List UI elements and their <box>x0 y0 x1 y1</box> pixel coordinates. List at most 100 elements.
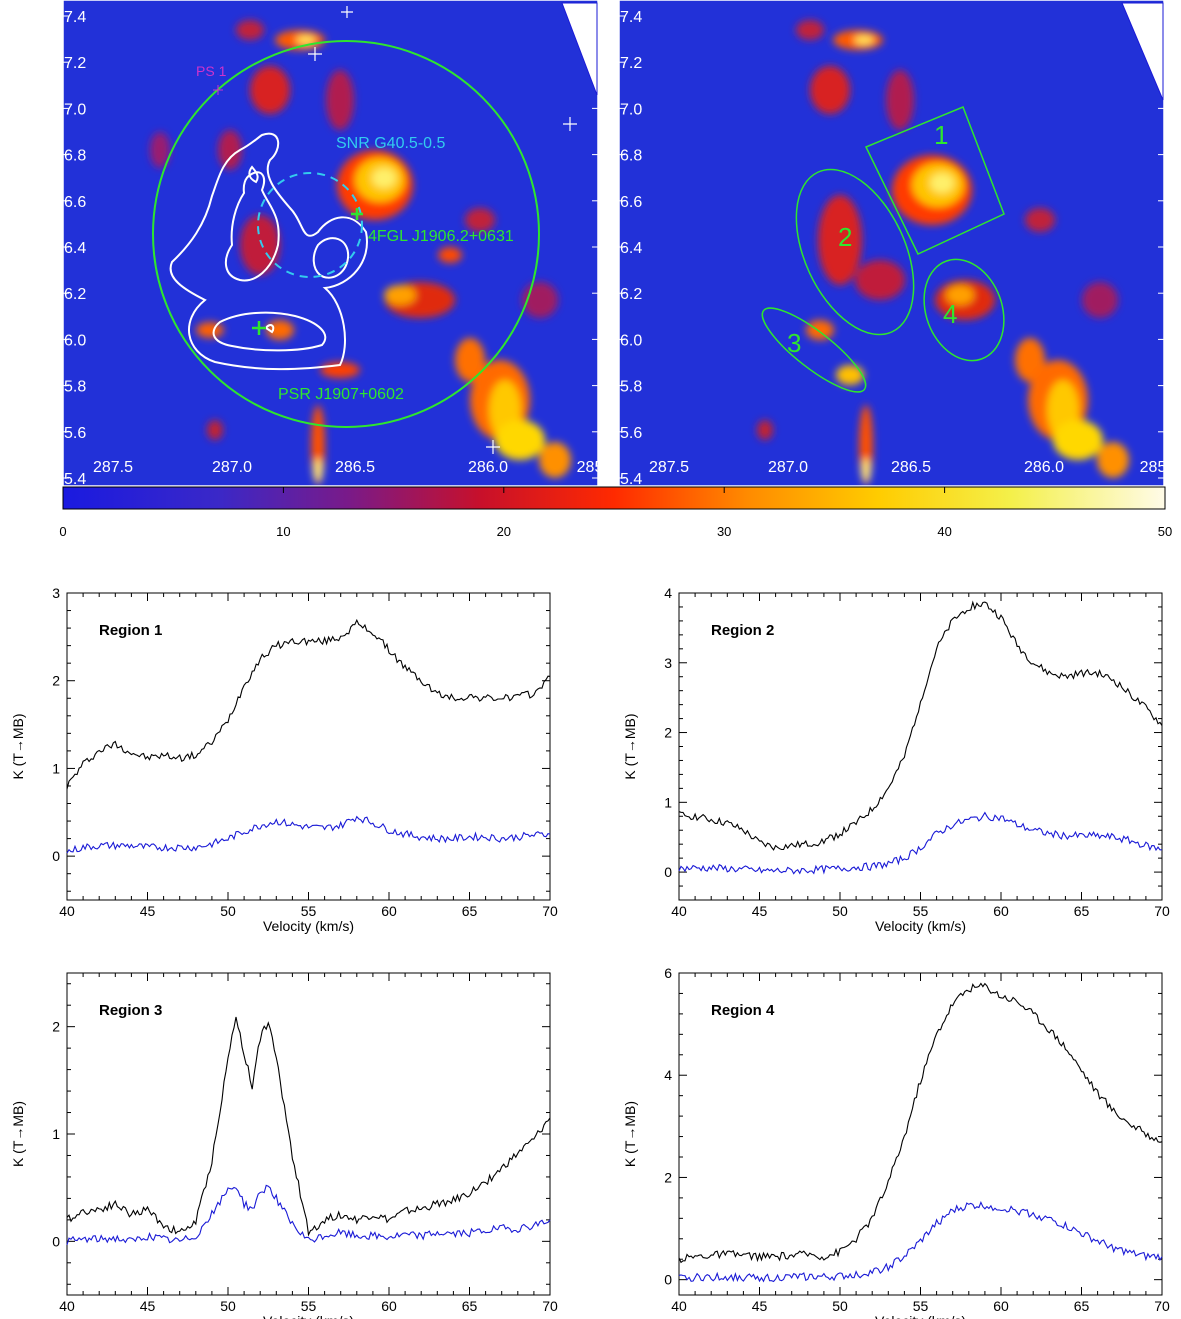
x-tick-label: 40 <box>59 903 75 919</box>
region-4-label: 4 <box>943 299 957 329</box>
left-map-y-tick-label: 7.2 <box>64 55 86 72</box>
y-tick-label: 0 <box>664 1272 672 1288</box>
region-3-label: 3 <box>787 328 801 358</box>
left-map-y-tick-label: 5.8 <box>64 379 86 396</box>
y-tick-label: 2 <box>52 673 60 689</box>
x-tick-label: 70 <box>1154 903 1170 919</box>
ps1-cross <box>213 85 223 95</box>
spectrum-line-series-1 <box>66 1016 551 1237</box>
x-tick-label: 55 <box>913 903 929 919</box>
y-tick-label: 6 <box>664 965 672 981</box>
plot-frame <box>66 592 551 901</box>
right-map-panel: 7.47.27.06.86.66.46.26.05.85.65.4 287.5 2… <box>618 0 1166 488</box>
left-map-panel: 7.47.27.06.86.66.46.26.05.85.65.4 287.5 2… <box>62 0 603 488</box>
x-tick-label: 65 <box>1074 903 1090 919</box>
left-map-y-tick-label: 7.4 <box>64 9 86 26</box>
x-tick-label: 70 <box>542 903 558 919</box>
y-tick-label: 0 <box>664 864 672 880</box>
colorbar-ticks: 0 10 20 30 40 50 <box>59 487 1172 539</box>
spectrum-line-series-2 <box>678 1201 1163 1283</box>
right-map-y-tick-label: 6.0 <box>620 332 642 349</box>
white-cross-2 <box>308 47 322 61</box>
x-tick-label: 50 <box>220 903 236 919</box>
x-tick-label: 50 <box>832 903 848 919</box>
left-map-x-tick-label: 286.0 <box>468 459 508 476</box>
white-cross-3 <box>563 117 577 131</box>
x-tick-label: 50 <box>832 1298 848 1314</box>
left-map-y-tick-label: 6.6 <box>64 194 86 211</box>
left-map-y-tick-label: 7.0 <box>64 101 86 118</box>
y-axis-label: K (T→MB) <box>622 1101 638 1167</box>
panel-title: Region 2 <box>711 622 774 639</box>
right-map-x-ticks: 287.5 287.0 286.5 286.0 285 <box>649 459 1166 476</box>
spectrum-line-series-2 <box>66 815 551 854</box>
y-axis-label: K (T→MB) <box>10 713 26 779</box>
x-axis-label: Velocity (km/s) <box>875 918 966 934</box>
spectrum-line-series-2 <box>66 1184 551 1245</box>
right-map-y-tick-label: 7.2 <box>620 55 642 72</box>
left-map-y-ticks: 7.4 7.2 7.0 6.8 6.6 6.4 6.2 6.0 5.8 5.6 5.4 <box>63 9 598 488</box>
region-2-ellipse <box>795 168 915 336</box>
x-axis-label: Velocity (km/s) <box>263 1313 354 1319</box>
left-map-x-ticks: 287.5 287.0 286.5 286.0 285 <box>93 459 603 476</box>
right-map-y-tick-label: 7.0 <box>620 101 642 118</box>
x-tick-label: 65 <box>462 1298 478 1314</box>
spectrum-panel-region-4: 40 45 50 55 60 65 70 0 2 4 6 Velocity (km/s) K (T→MB… <box>622 965 1170 1319</box>
x-tick-label: 60 <box>381 903 397 919</box>
left-map-y-tick-label: 5.4 <box>64 471 86 488</box>
large-green-circle <box>152 40 540 428</box>
x-tick-label: 55 <box>913 1298 929 1314</box>
x-tick-label: 45 <box>752 903 768 919</box>
x-axis-label: Velocity (km/s) <box>263 918 354 934</box>
y-axis-label: K (T→MB) <box>10 1101 26 1167</box>
right-map-y-ticks: 7.4 7.2 7.0 6.8 6.6 6.4 6.2 6.0 5.8 5.6 5.4 <box>619 9 1164 488</box>
x-tick-label: 60 <box>993 1298 1009 1314</box>
x-tick-label: 70 <box>1154 1298 1170 1314</box>
left-map-x-tick-label: 287.0 <box>212 459 252 476</box>
panel-title: Region 3 <box>99 1002 162 1019</box>
x-tick-label: 65 <box>462 903 478 919</box>
y-tick-label: 2 <box>664 725 672 741</box>
right-map-no-data-corner <box>1121 2 1164 101</box>
colorbar-tick-label: 0 <box>59 524 66 539</box>
left-map-y-tick-label: 6.2 <box>64 286 86 303</box>
left-map-x-tick-label: 285 <box>577 459 604 476</box>
y-axis-label: K (T→MB) <box>622 713 638 779</box>
y-tick-label: 4 <box>664 1067 672 1083</box>
spectrum-line-series-1 <box>678 600 1163 851</box>
right-map-y-tick-label: 5.4 <box>620 471 642 488</box>
panel-title: Region 1 <box>99 622 162 639</box>
plot-frame <box>678 972 1163 1296</box>
left-map-emission <box>150 20 571 485</box>
fgl-label: 4FGL J1906.2+0631 <box>368 228 514 245</box>
spectrum-panel-region-1: 40 45 50 55 60 65 70 0 1 2 3 Velocity (km/s) K (T→MB… <box>10 585 558 934</box>
x-tick-label: 50 <box>220 1298 236 1314</box>
x-tick-label: 40 <box>671 1298 687 1314</box>
colorbar-tick-label: 20 <box>497 524 511 539</box>
x-tick-label: 55 <box>301 903 317 919</box>
right-map-x-tick-label: 286.5 <box>891 459 931 476</box>
psr-cross <box>252 321 266 335</box>
y-tick-label: 1 <box>52 1126 60 1142</box>
y-tick-label: 2 <box>52 1019 60 1035</box>
right-map-emission <box>757 20 1129 485</box>
y-tick-label: 0 <box>52 1233 60 1249</box>
psr-label: PSR J1907+0602 <box>278 386 404 403</box>
colorbar-gradient <box>62 486 1166 510</box>
y-tick-label: 4 <box>664 585 672 601</box>
region-1-label: 1 <box>934 120 948 150</box>
region-4-ellipse <box>923 258 1005 362</box>
right-map-x-tick-label: 287.0 <box>768 459 808 476</box>
y-tick-label: 2 <box>664 1169 672 1185</box>
right-map-y-tick-label: 6.6 <box>620 194 642 211</box>
plot-frame <box>66 972 551 1296</box>
x-tick-label: 65 <box>1074 1298 1090 1314</box>
right-map-y-tick-label: 6.2 <box>620 286 642 303</box>
spectrum-panel-region-2: 40 45 50 55 60 65 70 0 1 2 3 4 Velocity (km/s) K (T→M… <box>622 585 1170 934</box>
right-map-frame <box>618 0 1165 487</box>
colorbar-tick-label: 30 <box>717 524 731 539</box>
right-map-x-tick-label: 287.5 <box>649 459 689 476</box>
colorbar-tick-label: 50 <box>1158 524 1172 539</box>
left-map-y-tick-label: 5.6 <box>64 425 86 442</box>
